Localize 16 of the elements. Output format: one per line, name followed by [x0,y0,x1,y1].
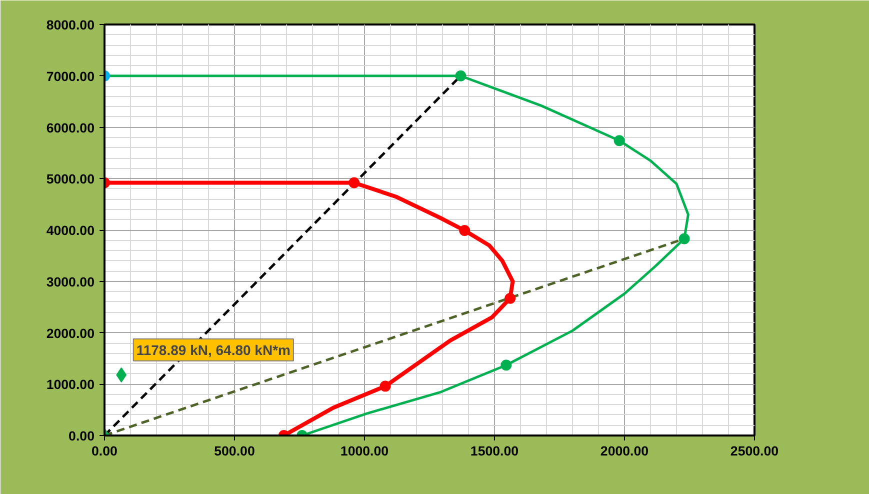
x-tick-label: 1000.00 [340,444,389,458]
y-tick-label: 7000.00 [46,68,95,84]
x-tick-label: 2000.00 [600,444,649,458]
y-tick-label: 2000.00 [46,326,95,341]
y-tick-label: 6000.00 [46,120,95,136]
y-tick-label: 8000.00 [46,18,95,32]
y-tick-label: 4000.00 [46,223,95,238]
x-tick-label: 2500.00 [730,444,779,458]
y-tick-label: 3000.00 [46,274,95,290]
x-tick-label: 500.00 [214,444,255,458]
y-tick-label: 1000.00 [46,377,95,392]
y-tick-label: 0.00 [68,428,95,444]
x-tick-label: 0.00 [92,444,118,458]
y-tick-label: 5000.00 [46,172,95,187]
annotation: 1178.89 kN, 64.80 kN*m [136,342,290,358]
x-tick-label: 1500.00 [470,444,519,458]
